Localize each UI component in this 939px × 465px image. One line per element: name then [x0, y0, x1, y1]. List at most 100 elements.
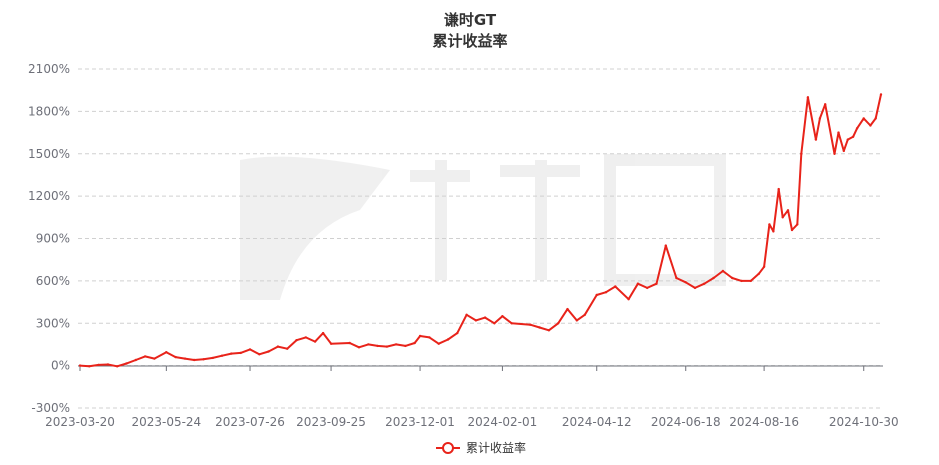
data-point[interactable]: [796, 223, 799, 226]
data-point[interactable]: [740, 279, 743, 283]
data-point[interactable]: [790, 228, 794, 232]
data-point[interactable]: [501, 315, 504, 318]
data-point[interactable]: [367, 343, 370, 346]
data-point[interactable]: [721, 269, 725, 273]
data-point[interactable]: [304, 336, 307, 339]
data-point[interactable]: [833, 152, 836, 155]
data-point[interactable]: [693, 286, 697, 290]
data-point[interactable]: [211, 356, 214, 360]
data-point[interactable]: [202, 358, 205, 361]
data-point[interactable]: [879, 93, 883, 96]
data-point[interactable]: [712, 276, 715, 280]
data-point[interactable]: [557, 322, 560, 325]
data-point[interactable]: [428, 336, 431, 339]
data-point[interactable]: [153, 357, 156, 360]
data-point[interactable]: [446, 338, 450, 341]
data-point[interactable]: [165, 351, 168, 354]
data-point[interactable]: [295, 339, 298, 342]
data-point[interactable]: [183, 357, 187, 360]
data-point[interactable]: [818, 117, 822, 120]
data-point[interactable]: [772, 230, 775, 233]
legend[interactable]: 累计收益率: [436, 440, 526, 455]
data-point[interactable]: [248, 348, 252, 351]
data-point[interactable]: [846, 138, 849, 141]
data-point[interactable]: [614, 285, 617, 288]
data-point[interactable]: [874, 117, 877, 120]
data-point[interactable]: [418, 334, 422, 338]
data-point[interactable]: [483, 316, 487, 319]
data-point[interactable]: [675, 276, 678, 280]
data-point[interactable]: [627, 298, 630, 301]
data-point[interactable]: [474, 319, 478, 322]
data-point[interactable]: [174, 355, 177, 359]
data-point[interactable]: [800, 152, 803, 155]
data-point[interactable]: [106, 363, 110, 366]
data-point[interactable]: [595, 293, 598, 297]
data-point[interactable]: [529, 323, 532, 326]
data-point[interactable]: [376, 344, 379, 348]
data-point[interactable]: [329, 342, 333, 345]
data-point[interactable]: [566, 307, 569, 311]
data-point[interactable]: [786, 209, 790, 212]
data-point[interactable]: [143, 355, 147, 358]
data-point[interactable]: [869, 124, 872, 127]
data-point[interactable]: [313, 340, 317, 343]
data-point[interactable]: [276, 345, 280, 348]
data-point[interactable]: [636, 282, 640, 285]
data-point[interactable]: [258, 353, 261, 356]
data-point[interactable]: [837, 131, 840, 134]
data-point[interactable]: [456, 331, 459, 335]
data-point[interactable]: [855, 127, 859, 130]
data-point[interactable]: [777, 187, 780, 191]
data-point[interactable]: [348, 341, 351, 345]
y-tick-label: -300%: [31, 401, 70, 415]
data-point[interactable]: [604, 291, 608, 294]
data-point[interactable]: [583, 313, 586, 316]
data-point[interactable]: [116, 365, 119, 368]
data-point[interactable]: [385, 345, 389, 348]
data-point[interactable]: [703, 282, 706, 285]
data-point[interactable]: [193, 358, 196, 362]
data-point[interactable]: [357, 346, 361, 349]
data-point[interactable]: [230, 352, 233, 355]
data-point[interactable]: [851, 135, 855, 138]
data-point[interactable]: [842, 149, 845, 153]
x-tick-label: 2023-05-24: [131, 415, 201, 429]
data-point[interactable]: [437, 342, 440, 345]
data-point[interactable]: [646, 286, 649, 290]
data-point[interactable]: [768, 223, 771, 226]
data-point[interactable]: [757, 272, 760, 275]
data-point[interactable]: [88, 365, 91, 368]
data-point[interactable]: [731, 276, 734, 280]
data-point[interactable]: [134, 358, 137, 362]
data-point[interactable]: [814, 138, 818, 141]
data-point[interactable]: [824, 103, 827, 106]
data-point[interactable]: [78, 364, 82, 367]
series-line[interactable]: [79, 94, 882, 368]
data-point[interactable]: [510, 322, 513, 325]
data-point[interactable]: [465, 313, 468, 316]
data-point[interactable]: [664, 244, 667, 247]
data-point[interactable]: [404, 344, 407, 348]
data-point[interactable]: [239, 351, 242, 355]
data-point[interactable]: [655, 282, 658, 285]
data-point[interactable]: [125, 362, 128, 365]
data-point[interactable]: [575, 319, 578, 322]
data-point[interactable]: [321, 331, 325, 335]
data-point[interactable]: [413, 341, 416, 345]
data-point[interactable]: [97, 363, 100, 367]
data-point[interactable]: [749, 279, 752, 283]
data-point[interactable]: [762, 265, 766, 268]
data-point[interactable]: [781, 216, 784, 219]
data-point[interactable]: [220, 354, 224, 357]
data-point[interactable]: [286, 347, 289, 350]
y-tick-label: 600%: [36, 274, 70, 288]
data-point[interactable]: [538, 326, 541, 329]
data-point[interactable]: [862, 117, 865, 120]
data-point[interactable]: [267, 350, 270, 353]
data-point[interactable]: [493, 322, 496, 325]
data-point[interactable]: [684, 281, 687, 284]
data-point[interactable]: [394, 343, 398, 346]
data-point[interactable]: [806, 96, 810, 99]
data-point[interactable]: [547, 329, 551, 332]
